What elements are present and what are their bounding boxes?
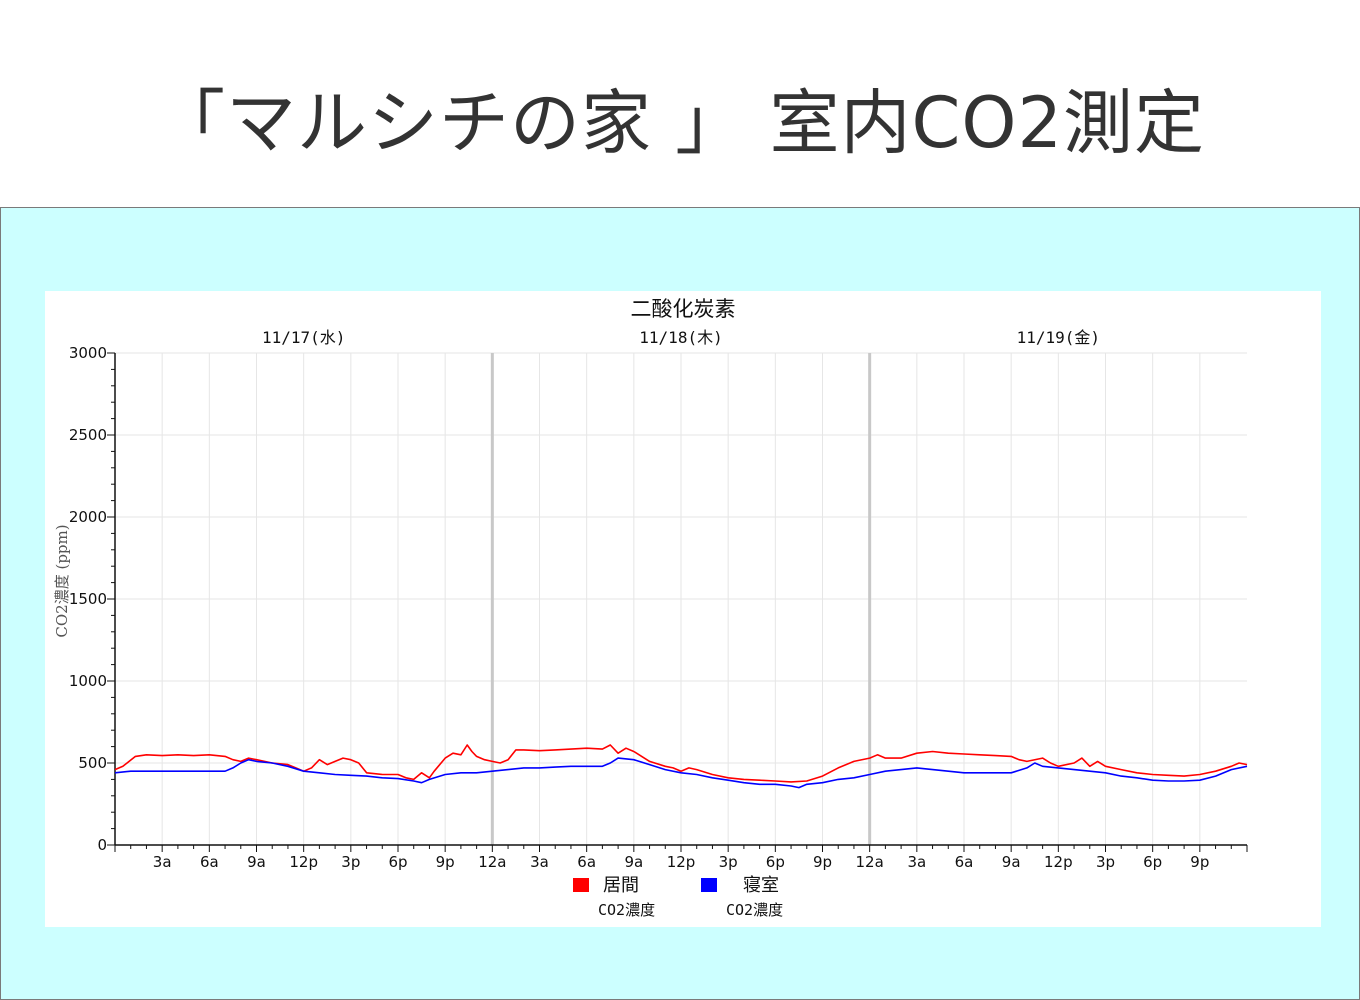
x-tick-label: 12a (856, 853, 884, 871)
x-tick-label: 9p (813, 853, 832, 871)
legend-swatch-living-room (573, 878, 589, 892)
x-tick-label: 6p (766, 853, 785, 871)
x-tick-label: 6a (200, 853, 219, 871)
x-tick-label: 12p (667, 853, 696, 871)
x-tick-label: 9a (1002, 853, 1021, 871)
legend: 居間 CO2濃度 寝室 CO2濃度 (573, 875, 783, 919)
y-tick-label: 1000 (69, 672, 107, 690)
day-label: 11/18(木) (639, 328, 722, 347)
x-tick-label: 6p (388, 853, 407, 871)
x-tick-label: 3p (719, 853, 738, 871)
x-tick-label: 9p (1190, 853, 1209, 871)
legend-label-bedroom: 寝室 (743, 875, 779, 896)
page-title: 「マルシチの家 」 室内CO2測定 (0, 78, 1360, 168)
x-tick-label: 3p (1096, 853, 1115, 871)
x-tick-label: 3p (341, 853, 360, 871)
x-tick-label: 12p (1044, 853, 1073, 871)
y-axis-label: CO2濃度 (ppm) (53, 524, 71, 637)
co2-line-chart: 0 500 1000 1500 2000 2500 3000 3a 6a 9a 12p 3p 6p 9p 1… (45, 291, 1321, 927)
x-tick-label: 3a (153, 853, 172, 871)
y-tick-label: 2500 (69, 426, 107, 444)
x-tick-label: 9a (247, 853, 266, 871)
y-tick-label: 3000 (69, 344, 107, 362)
x-tick-label: 12a (478, 853, 506, 871)
x-tick-label: 9a (624, 853, 643, 871)
legend-swatch-bedroom (701, 878, 717, 892)
chart-title: 二酸化炭素 (631, 297, 736, 321)
legend-sublabel-living-room: CO2濃度 (598, 901, 655, 919)
y-tick-label: 2000 (69, 508, 107, 526)
x-tick-label: 9p (436, 853, 455, 871)
x-tick-label: 6a (955, 853, 974, 871)
legend-sublabel-bedroom: CO2濃度 (726, 901, 783, 919)
x-tick-label: 12p (289, 853, 318, 871)
y-tick-label: 1500 (69, 590, 107, 608)
chart-area: 0 500 1000 1500 2000 2500 3000 3a 6a 9a 12p 3p 6p 9p 1… (45, 291, 1321, 927)
y-tick-label: 500 (78, 754, 107, 772)
y-tick-label: 0 (97, 836, 107, 854)
x-tick-label: 6a (577, 853, 596, 871)
x-tick-label: 3a (530, 853, 549, 871)
x-tick-label: 3a (907, 853, 926, 871)
day-label: 11/19(金) (1017, 328, 1100, 347)
x-tick-label: 6p (1143, 853, 1162, 871)
day-label: 11/17(水) (262, 328, 345, 347)
legend-label-living-room: 居間 (603, 875, 639, 896)
